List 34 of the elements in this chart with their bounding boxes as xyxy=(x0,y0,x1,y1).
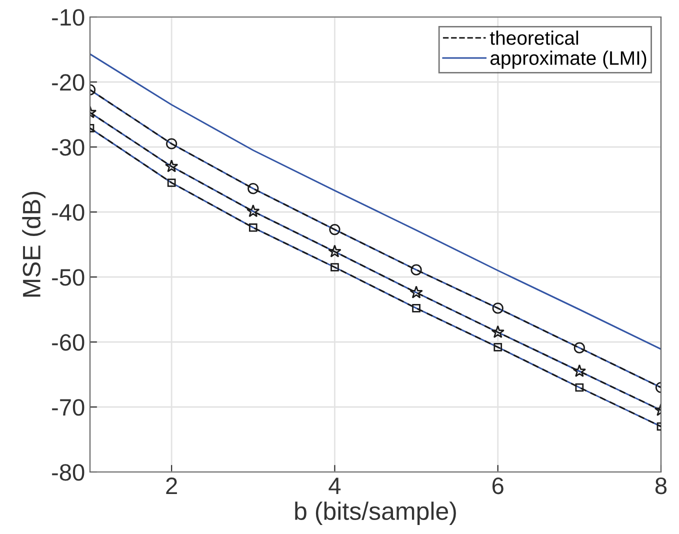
point xyxy=(164,160,178,172)
x-tick-label: 8 xyxy=(655,477,667,494)
point xyxy=(412,304,420,312)
point xyxy=(491,325,504,338)
y-tick-label: -30 xyxy=(52,139,84,156)
x-tick-label: 2 xyxy=(166,477,177,494)
point xyxy=(572,364,586,377)
legend-label: theoretical xyxy=(490,30,578,45)
y-tick-label: -60 xyxy=(52,334,84,351)
x-tick-label: 4 xyxy=(328,478,341,494)
point xyxy=(248,223,258,232)
legend-label: approximate (LMI) xyxy=(490,50,646,69)
point xyxy=(246,204,260,218)
y-axis-title: MSE (dB) xyxy=(22,192,46,297)
x-tick-label: 6 xyxy=(492,477,504,494)
y-tick-label: -10 xyxy=(52,9,84,26)
y-tick-label: -20 xyxy=(52,74,84,91)
y-tick-label: -50 xyxy=(52,269,84,286)
point xyxy=(166,138,178,150)
point xyxy=(248,183,259,194)
point xyxy=(328,244,342,258)
y-tick-label: -80 xyxy=(52,464,84,481)
point xyxy=(410,264,422,276)
point xyxy=(167,178,176,187)
point xyxy=(329,224,340,236)
point xyxy=(494,343,502,352)
point xyxy=(330,263,339,272)
point xyxy=(575,383,584,392)
y-tick-label: -70 xyxy=(52,399,84,416)
point xyxy=(410,286,423,298)
point xyxy=(574,342,585,354)
x-axis-title: b (bits/sample) xyxy=(295,502,456,525)
y-tick-label: -40 xyxy=(52,204,84,221)
point xyxy=(492,302,504,314)
